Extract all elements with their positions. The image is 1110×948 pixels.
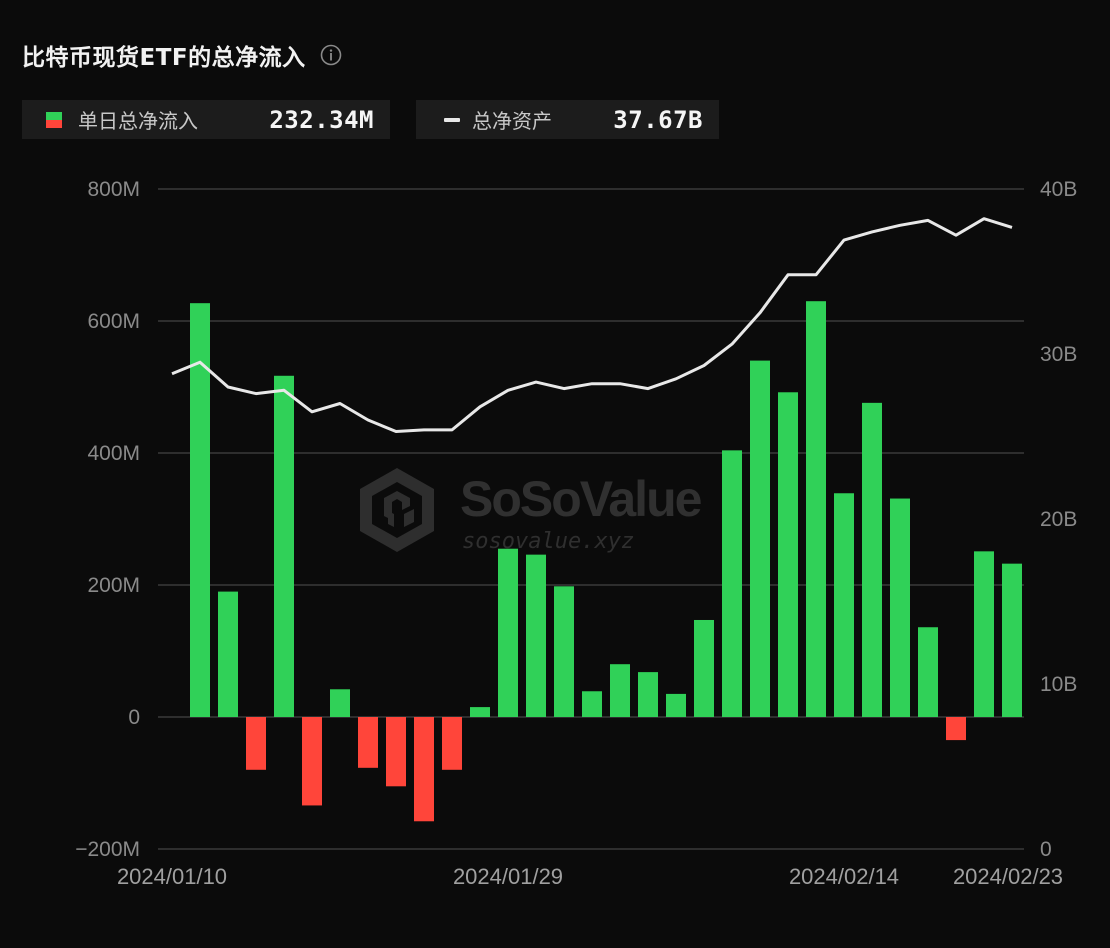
bar-2024-01-29[interactable] — [498, 548, 518, 717]
bar-2024-01-23[interactable] — [386, 717, 406, 787]
bar-2024-01-31[interactable] — [554, 586, 574, 717]
bar-2024-02-08[interactable] — [722, 450, 742, 717]
right-axis-tick: 20B — [1040, 508, 1077, 531]
legend-daily-net-inflow[interactable]: 单日总净流入 232.34M — [22, 100, 390, 139]
chart-title: 比特币现货ETF的总净流入 — [22, 45, 306, 71]
bar-2024-02-07[interactable] — [694, 619, 714, 717]
bar-2024-01-24[interactable] — [414, 717, 434, 822]
bar-2024-01-19[interactable] — [330, 689, 350, 717]
watermark-url: sosovalue.xyz — [462, 529, 634, 554]
bar-2024-02-13[interactable] — [806, 301, 826, 717]
bar-2024-02-23[interactable] — [1002, 563, 1022, 717]
left-axis-tick: 0 — [128, 706, 140, 729]
bar-2024-01-22[interactable] — [358, 717, 378, 768]
bar-2024-01-12[interactable] — [218, 591, 238, 717]
sosovalue-logo-icon — [360, 468, 434, 552]
legend-total-net-assets[interactable]: 总净资产 37.67B — [416, 100, 719, 139]
left-axis: 800M 600M 400M 200M 0 −200M — [75, 178, 140, 861]
x-axis-tick: 2024/01/29 — [453, 864, 563, 889]
right-axis-tick: 30B — [1040, 343, 1077, 366]
bar-2024-01-30[interactable] — [526, 554, 546, 717]
bar-2024-01-26[interactable] — [470, 707, 490, 717]
bar-2024-02-09[interactable] — [750, 360, 770, 717]
bar-2024-01-11[interactable] — [190, 303, 210, 717]
left-axis-tick: 400M — [87, 442, 140, 465]
bar-2024-01-18[interactable] — [302, 717, 322, 806]
right-axis: 40B 30B 20B 10B 0 — [1040, 178, 1077, 861]
bar-2024-02-06[interactable] — [666, 693, 686, 717]
right-axis-tick: 40B — [1040, 178, 1077, 201]
bar-2024-02-12[interactable] — [778, 392, 798, 717]
bar-2024-02-20[interactable] — [918, 627, 938, 717]
bar-series — [190, 301, 1022, 822]
bar-2024-01-25[interactable] — [442, 717, 462, 770]
watermark: SoSoValue sosovalue.xyz — [360, 468, 704, 554]
total-net-assets-line[interactable] — [171, 217, 1013, 433]
x-axis: 2024/01/10 2024/01/29 2024/02/14 2024/02/23 — [117, 864, 1063, 889]
info-circle-icon[interactable] — [320, 44, 342, 66]
bar-2024-02-14[interactable] — [834, 493, 854, 717]
left-axis-tick: −200M — [75, 838, 140, 861]
left-axis-tick: 200M — [87, 574, 140, 597]
bar-2024-01-16[interactable] — [246, 717, 266, 770]
legend-total-label: 总净资产 — [472, 109, 552, 133]
bar-2024-01-17[interactable] — [274, 375, 294, 717]
x-axis-tick: 2024/02/23 — [953, 864, 1063, 889]
bar-2024-02-15[interactable] — [862, 402, 882, 717]
legend-total-value: 37.67B — [613, 105, 703, 134]
legend-daily-value: 232.34M — [269, 105, 374, 134]
bar-2024-02-02[interactable] — [610, 664, 630, 717]
left-axis-tick: 800M — [87, 178, 140, 201]
right-axis-tick: 0 — [1040, 838, 1052, 861]
bar-2024-02-22[interactable] — [974, 551, 994, 717]
bar-2024-02-16[interactable] — [890, 498, 910, 717]
left-axis-tick: 600M — [87, 310, 140, 333]
x-axis-tick: 2024/02/14 — [789, 864, 899, 889]
bar-2024-02-05[interactable] — [638, 672, 658, 717]
chart-header: 比特币现货ETF的总净流入 — [22, 38, 342, 72]
green-red-square-icon — [46, 111, 62, 128]
watermark-brand: SoSoValue — [460, 471, 702, 527]
bar-2024-02-01[interactable] — [582, 691, 602, 717]
bar-2024-02-21[interactable] — [946, 717, 966, 741]
line-dash-icon — [444, 117, 460, 122]
line-series — [171, 217, 1013, 433]
legend-daily-label: 单日总净流入 — [78, 109, 198, 133]
right-axis-tick: 10B — [1040, 673, 1077, 696]
x-axis-tick: 2024/01/10 — [117, 864, 227, 889]
